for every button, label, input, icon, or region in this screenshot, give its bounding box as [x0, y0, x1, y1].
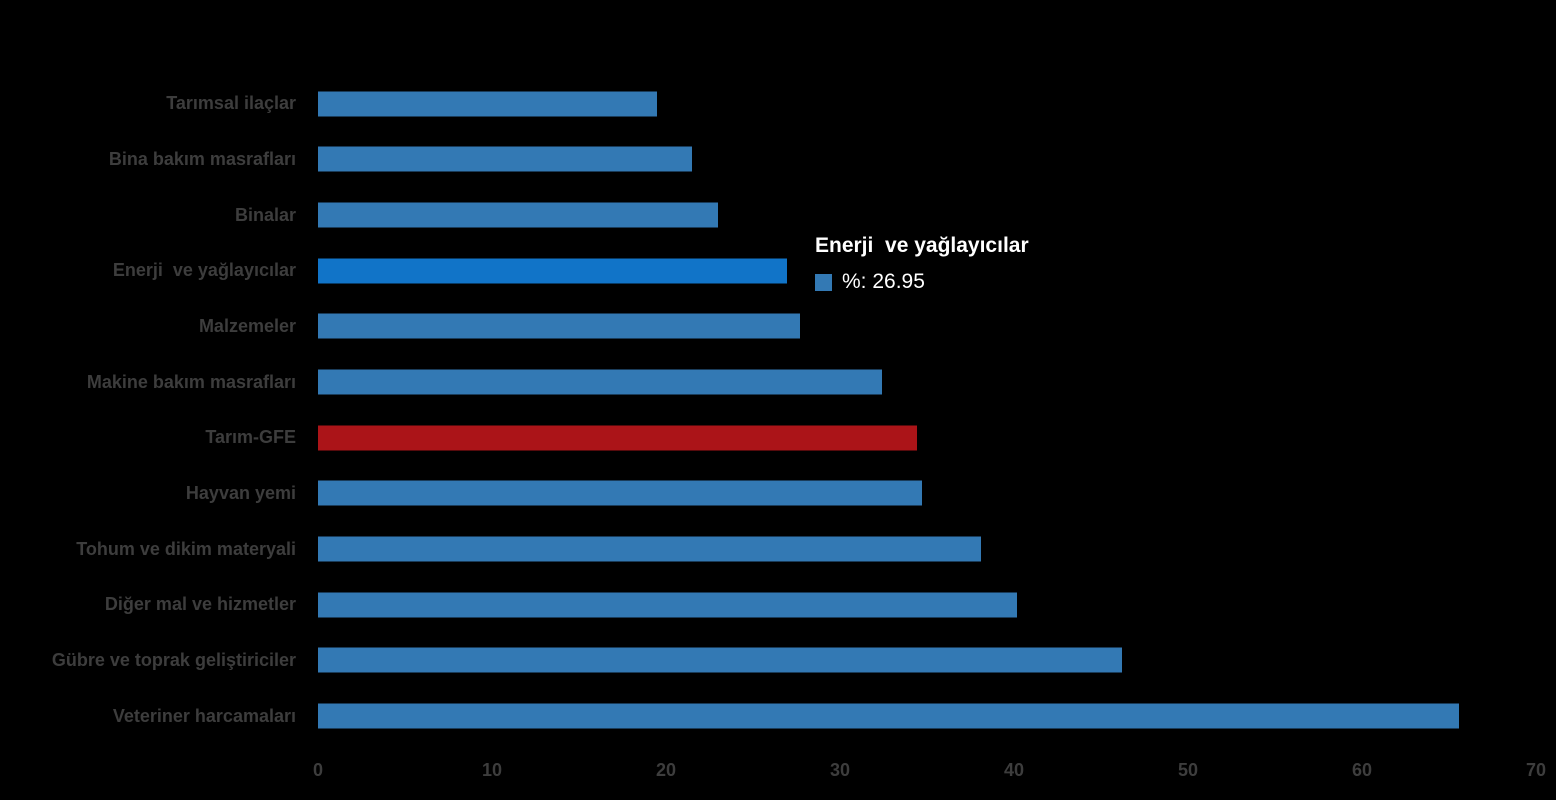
- category-label: Binalar: [234, 204, 296, 225]
- category-label: Tarımsal ilaçlar: [166, 93, 296, 114]
- x-tick-label: 0: [312, 760, 324, 780]
- chart-row: Bina bakım masrafları: [0, 132, 1536, 188]
- category-label: Tohum ve dikim materyali: [76, 538, 296, 559]
- bar-normal[interactable]: [318, 146, 693, 172]
- bar-normal[interactable]: [318, 480, 922, 506]
- x-tick-label: 10: [481, 760, 503, 780]
- bar-normal[interactable]: [318, 703, 1460, 729]
- tooltip-line: %: 26.95: [815, 270, 1029, 294]
- bar-track: [318, 76, 1536, 132]
- chart-row: Binalar: [0, 187, 1536, 243]
- x-axis: 0 10 20 30 40 50 60 70: [313, 744, 1546, 794]
- category-label: Malzemeler: [198, 315, 296, 336]
- bar-track: [318, 521, 1536, 577]
- bar-track: [318, 410, 1536, 466]
- chart-rows: Tarımsal ilaçlar Bina bakım masrafları Bin…: [0, 76, 1536, 744]
- x-tick-label: 40: [1003, 760, 1025, 780]
- tooltip-title: Enerji ve yağlayıcılar: [815, 234, 1029, 257]
- category-label: Makine bakım masrafları: [86, 371, 296, 392]
- category-label: Veteriner harcamaları: [112, 705, 296, 726]
- bar-track: [318, 187, 1536, 243]
- category-label: Bina bakım masrafları: [108, 148, 296, 169]
- x-tick-label: 60: [1351, 760, 1373, 780]
- x-tick-label: 70: [1525, 760, 1547, 780]
- chart-row: Hayvan yemi: [0, 466, 1536, 522]
- chart-row: Tarım-GFE: [0, 410, 1536, 466]
- bar-normal[interactable]: [318, 313, 800, 339]
- chart-row: Tarımsal ilaçlar: [0, 76, 1536, 132]
- bar-track: [318, 577, 1536, 633]
- x-tick-label: 30: [829, 760, 851, 780]
- category-label: Diğer mal ve hizmetler: [104, 594, 296, 615]
- category-label: Tarım-GFE: [205, 427, 296, 448]
- bar-normal[interactable]: [318, 202, 719, 228]
- chart-row: Makine bakım masrafları: [0, 354, 1536, 410]
- bar-track: [318, 633, 1536, 689]
- x-tick-label: 20: [655, 760, 677, 780]
- bar-normal[interactable]: [318, 647, 1122, 673]
- category-label: Gübre ve toprak geliştiriciler: [51, 649, 296, 670]
- chart-row: Tohum ve dikim materyali: [0, 521, 1536, 577]
- bar-track: [318, 132, 1536, 188]
- tooltip-value: %: 26.95: [842, 270, 925, 293]
- bar-normal[interactable]: [318, 369, 882, 395]
- bar-track: [318, 688, 1536, 744]
- bar-highlight[interactable]: [318, 258, 787, 284]
- bar-normal[interactable]: [318, 536, 981, 562]
- bar-track: [318, 466, 1536, 522]
- bar-emphasis[interactable]: [318, 425, 917, 451]
- chart-row: Veteriner harcamaları: [0, 688, 1536, 744]
- x-tick-label: 50: [1177, 760, 1199, 780]
- bar-track: [318, 243, 1536, 299]
- bar-track: [318, 354, 1536, 410]
- category-label: Hayvan yemi: [185, 482, 296, 503]
- chart-row: Enerji ve yağlayıcılar: [0, 243, 1536, 299]
- chart-row: Diğer mal ve hizmetler: [0, 577, 1536, 633]
- bar-track: [318, 299, 1536, 355]
- bar-normal[interactable]: [318, 91, 658, 117]
- tooltip: Enerji ve yağlayıcılar %: 26.95: [815, 234, 1029, 294]
- bar-normal[interactable]: [318, 592, 1018, 618]
- category-label: Enerji ve yağlayıcılar: [112, 260, 296, 281]
- chart-row: Malzemeler: [0, 299, 1536, 355]
- chart-row: Gübre ve toprak geliştiriciler: [0, 633, 1536, 689]
- series-swatch-icon: [815, 273, 832, 291]
